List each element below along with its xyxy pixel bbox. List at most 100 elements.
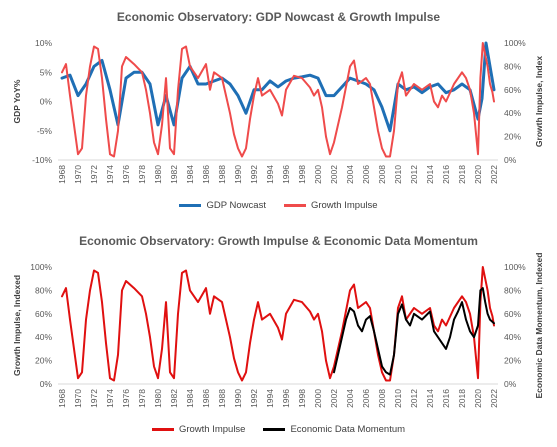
x-tick-label: 2022	[489, 389, 499, 408]
x-tick-label: 1978	[137, 165, 147, 184]
x-tick-label: 2022	[489, 165, 499, 184]
x-tick-label: 2020	[473, 165, 483, 184]
x-tick-label: 2000	[313, 389, 323, 408]
y-tick-label: 80%	[35, 285, 52, 295]
x-tick-label: 2012	[409, 165, 419, 184]
x-tick-label: 1988	[217, 165, 227, 184]
x-tick-label: 1994	[265, 165, 275, 184]
x-tick-label: 1968	[57, 389, 67, 408]
gdp-nowcast-chart: 10% 5% 0% -5% -10% 100% 80% 60% 40% 20% 0% 1968 1970…	[12, 38, 544, 184]
x-tick-label: 1974	[105, 389, 115, 408]
x-tick-label: 2000	[313, 165, 323, 184]
x-tick-label: 2010	[393, 389, 403, 408]
x-tick-label: 2018	[457, 389, 467, 408]
x-tick-label: 1976	[121, 389, 131, 408]
x-tick-label: 1974	[105, 165, 115, 184]
x-tick-label: 2016	[441, 165, 451, 184]
legend-swatch	[283, 204, 306, 207]
x-tick-label: 1986	[201, 389, 211, 408]
y-tick-label: -10%	[32, 155, 52, 165]
y2-axis-title: Economic Data Momentum, Indexed	[534, 253, 544, 399]
x-tick-label: 2016	[441, 389, 451, 408]
y2-tick-label: 20%	[504, 356, 521, 366]
x-tick-label: 2004	[345, 389, 355, 408]
y2-tick-label: 0%	[504, 155, 517, 165]
y2-tick-label: 40%	[504, 108, 521, 118]
series-line-growth-impulse	[61, 266, 495, 382]
legend-swatch	[179, 204, 202, 207]
chart-title: Economic Observatory: GDP Nowcast & Grow…	[116, 10, 441, 24]
x-tick-label: 1994	[265, 389, 275, 408]
series-line-gdp-nowcast	[60, 41, 496, 133]
y-tick-label: 20%	[35, 356, 52, 366]
y2-axis-title: Growth Impulse, Index	[534, 56, 544, 147]
y-tick-label: 0%	[40, 97, 53, 107]
y2-tick-label: 40%	[504, 332, 521, 342]
x-tick-label: 1976	[121, 165, 131, 184]
x-tick-label: 2002	[329, 389, 339, 408]
y2-tick-label: 100%	[504, 262, 526, 272]
growth-impulse-chart: 100% 80% 60% 40% 20% 0% 100% 80% 60% 40% 20% 0% 1968…	[12, 253, 544, 408]
x-tick-label: 1980	[153, 389, 163, 408]
legend-label: Growth Impulse	[178, 424, 246, 435]
x-tick-label: 1982	[169, 389, 179, 408]
growth-impulse-chart-panel: Economic Observatory: Growth Impulse & E…	[0, 224, 557, 447]
x-tick-label: 1970	[73, 389, 83, 408]
x-tick-label: 1986	[201, 165, 211, 184]
y-axis-title: GDP YoY%	[12, 79, 22, 123]
legend-label: Growth Impulse	[310, 200, 378, 211]
y2-tick-label: 20%	[504, 132, 521, 142]
x-tick-label: 2006	[361, 165, 371, 184]
x-tick-label: 2004	[345, 165, 355, 184]
y-tick-label: 5%	[40, 67, 53, 77]
legend-item-gdp-nowcast: GDP Nowcast	[179, 200, 266, 211]
chart-title: Economic Observatory: Growth Impulse & E…	[79, 234, 478, 248]
x-tick-label: 2020	[473, 389, 483, 408]
legend-item-economic-data-momentum: Economic Data Momentum	[263, 424, 405, 435]
y-axis-title: Growth Impulse, Indexed	[12, 275, 22, 376]
x-tick-label: 2002	[329, 165, 339, 184]
legend-swatch	[263, 428, 286, 431]
x-tick-label: 1996	[281, 389, 291, 408]
x-tick-label: 2010	[393, 165, 403, 184]
legend-item-growth-impulse: Growth Impulse	[283, 200, 378, 211]
y-tick-label: 40%	[35, 332, 52, 342]
x-tick-label: 1972	[89, 165, 99, 184]
x-tick-label: 2018	[457, 165, 467, 184]
x-tick-label: 1984	[185, 389, 195, 408]
x-tick-label: 1990	[233, 389, 243, 408]
x-tick-label: 1968	[57, 165, 67, 184]
legend-item-growth-impulse: Growth Impulse	[151, 424, 246, 435]
y-tick-label: 10%	[35, 38, 52, 48]
x-tick-label: 1970	[73, 165, 83, 184]
x-tick-label: 1992	[249, 165, 259, 184]
x-tick-label: 1992	[249, 389, 259, 408]
gdp-nowcast-chart-panel: Economic Observatory: GDP Nowcast & Grow…	[0, 0, 557, 223]
series-line-growth-impulse	[61, 42, 495, 158]
x-tick-label: 1996	[281, 165, 291, 184]
y-tick-label: 60%	[35, 309, 52, 319]
chart-legend: GDP Nowcast Growth Impulse	[0, 200, 557, 211]
chart-legend: Growth Impulse Economic Data Momentum	[0, 424, 557, 435]
y-tick-label: -5%	[37, 126, 53, 136]
x-tick-label: 1990	[233, 165, 243, 184]
x-tick-label: 1984	[185, 165, 195, 184]
x-tick-label: 1998	[297, 165, 307, 184]
x-tick-label: 1998	[297, 389, 307, 408]
x-tick-label: 2006	[361, 389, 371, 408]
x-tick-label: 1982	[169, 165, 179, 184]
y2-tick-label: 60%	[504, 85, 521, 95]
legend-label: GDP Nowcast	[206, 200, 266, 211]
x-tick-label: 1980	[153, 165, 163, 184]
x-tick-label: 1988	[217, 389, 227, 408]
x-tick-label: 2014	[425, 389, 435, 408]
x-tick-label: 2014	[425, 165, 435, 184]
x-tick-label: 2008	[377, 389, 387, 408]
x-tick-label: 1972	[89, 389, 99, 408]
y2-tick-label: 100%	[504, 38, 526, 48]
y2-tick-label: 80%	[504, 285, 521, 295]
y-tick-label: 0%	[40, 379, 53, 389]
y-tick-label: 100%	[30, 262, 52, 272]
y2-tick-label: 60%	[504, 309, 521, 319]
y2-tick-label: 80%	[504, 61, 521, 71]
